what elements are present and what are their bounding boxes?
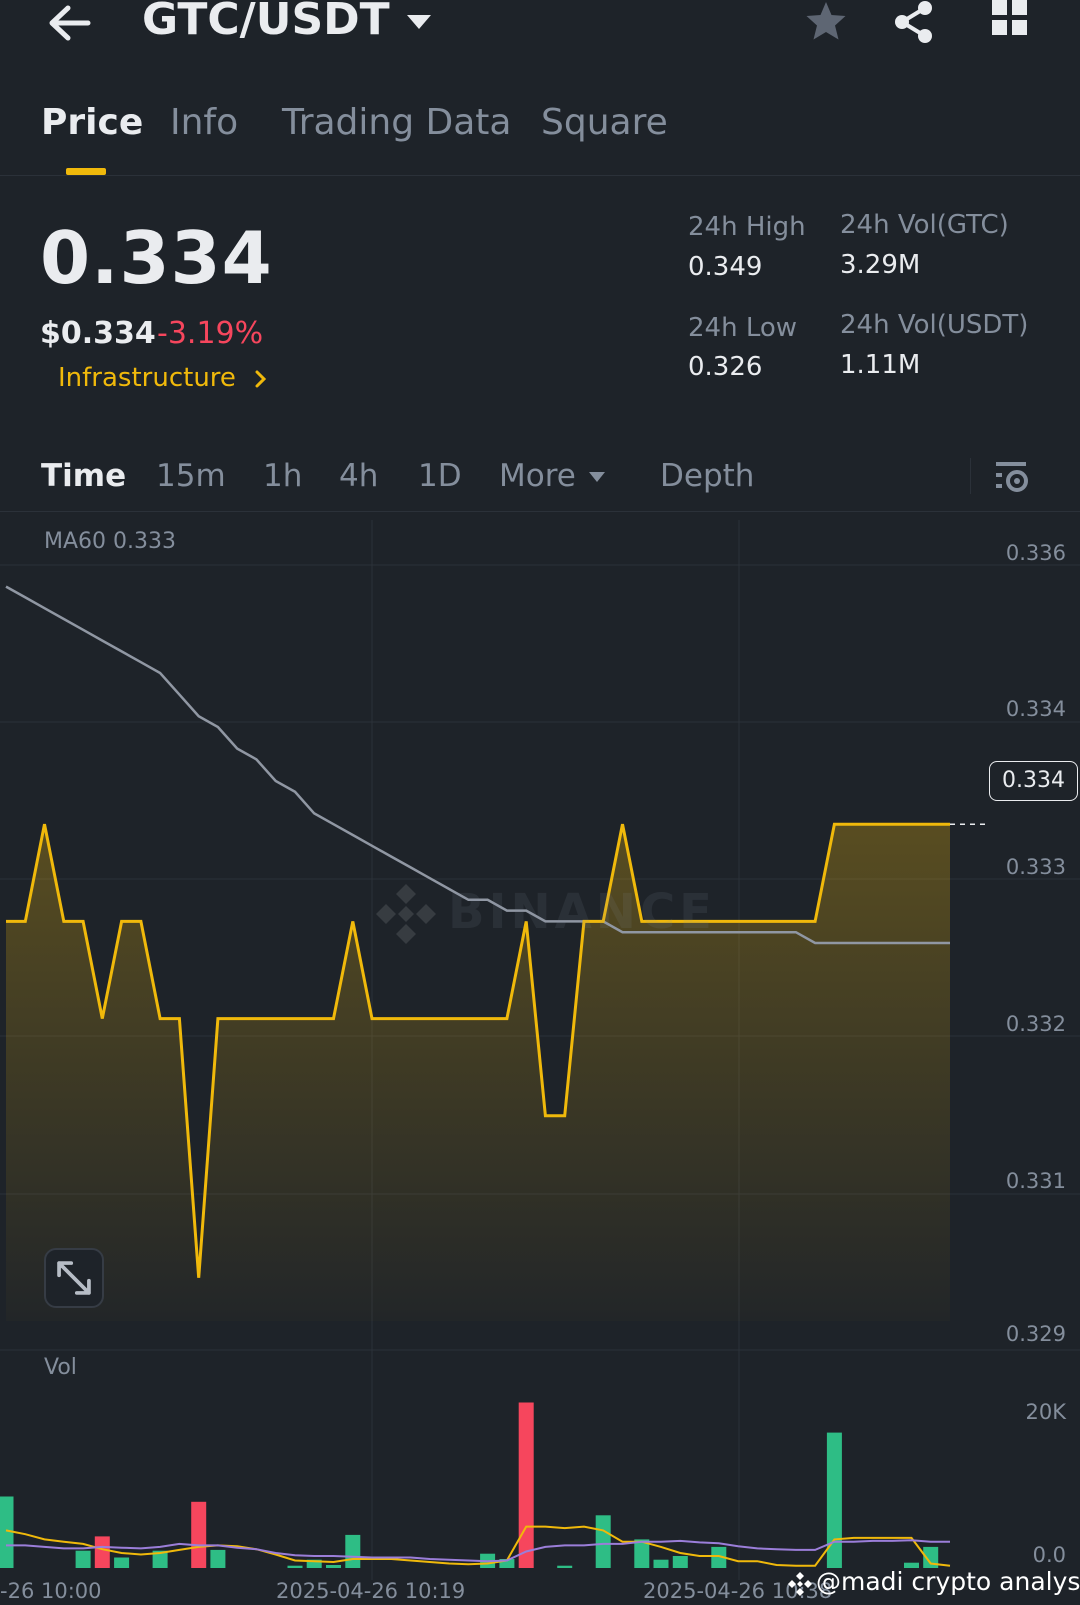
y-tick-label: 0.336	[1005, 541, 1066, 565]
interval-1h[interactable]: 1h	[263, 458, 303, 494]
tab-info[interactable]: Info	[170, 102, 239, 143]
volume-bar	[672, 1556, 688, 1568]
category-link[interactable]: Infrastructure	[58, 363, 236, 393]
volume-bar	[634, 1539, 650, 1568]
volume-bar	[191, 1501, 207, 1568]
high-label: 24h High	[688, 212, 806, 242]
vol-quote-value: 1.11M	[840, 350, 921, 380]
volume-bar	[923, 1546, 939, 1568]
star-icon[interactable]	[804, 0, 848, 44]
chevron-down-icon[interactable]	[406, 14, 432, 30]
interval-15m[interactable]: 15m	[156, 458, 226, 494]
binance-watermark: BINANCE	[448, 884, 716, 940]
vol-y-tick-label: 0.0	[1032, 1543, 1066, 1567]
y-tick-label: 0.334	[1005, 697, 1066, 721]
volume-bar	[75, 1550, 91, 1568]
more-dropdown-icon[interactable]	[588, 471, 606, 483]
volume-ma-line	[5, 1525, 951, 1567]
ma60-line	[5, 585, 950, 945]
section-tabs: Price Info Trading Data Square	[0, 92, 1080, 176]
volume-bar	[826, 1432, 842, 1568]
ma-label: MA60 0.333	[44, 529, 176, 554]
usd-price: $0.334	[40, 316, 156, 351]
vol-base-value: 3.29M	[840, 250, 921, 280]
tab-price[interactable]: Price	[41, 102, 144, 143]
price-line	[6, 822, 950, 1278]
interval-1d[interactable]: 1D	[418, 458, 462, 494]
interval-time[interactable]: Time	[41, 458, 127, 494]
volume-bar	[210, 1549, 226, 1568]
top-bar: GTC/USDT	[0, 0, 1080, 50]
low-label: 24h Low	[688, 313, 798, 343]
volume-bar	[306, 1559, 322, 1568]
tab-trading-data[interactable]: Trading Data	[282, 102, 512, 143]
volume-bar	[345, 1534, 361, 1568]
chart-settings-icon[interactable]	[994, 458, 1032, 496]
price-area-fill	[6, 824, 950, 1321]
volume-ma-line	[6, 1539, 950, 1563]
back-arrow-icon[interactable]	[44, 0, 96, 46]
chevron-right-icon[interactable]	[254, 369, 268, 389]
volume-bar	[326, 1565, 341, 1568]
volume-bar	[114, 1557, 130, 1568]
share-icon[interactable]	[892, 0, 936, 44]
vol-quote-label: 24h Vol(USDT)	[840, 310, 1029, 340]
x-tick-label: 2025-04-26 10:19	[276, 1579, 466, 1603]
volume-bar	[0, 1496, 14, 1568]
volume-bar	[904, 1562, 919, 1568]
author-credit: @madi crypto analyst	[816, 1567, 1080, 1596]
price-change-percent: -3.19%	[157, 316, 264, 351]
volume-bar	[499, 1559, 515, 1568]
binance-logo-icon	[788, 1572, 812, 1596]
high-value: 0.349	[688, 252, 763, 282]
vol-base-label: 24h Vol(GTC)	[840, 210, 1009, 240]
vol-label: Vol	[44, 1355, 77, 1380]
y-tick-label: 0.333	[1005, 855, 1066, 879]
low-value: 0.326	[688, 352, 763, 382]
x-tick-label: -26 10:00	[0, 1579, 102, 1603]
grid-icon[interactable]	[990, 0, 1030, 40]
current-price-tag: 0.334	[989, 761, 1078, 801]
price-chart[interactable]	[0, 512, 1080, 1605]
chart-lines	[5, 585, 989, 1321]
volume-bars	[0, 1402, 951, 1568]
volume-bar	[518, 1402, 534, 1568]
tab-square[interactable]: Square	[541, 102, 668, 143]
last-price: 0.334	[40, 216, 273, 300]
volume-bar	[557, 1565, 573, 1568]
divider	[970, 458, 971, 494]
volume-bar	[595, 1515, 611, 1568]
expand-icon[interactable]	[44, 1248, 104, 1308]
volume-bar	[94, 1536, 110, 1568]
pair-title[interactable]: GTC/USDT	[142, 0, 390, 45]
y-tick-label: 0.331	[1005, 1169, 1066, 1193]
binance-watermark-logo	[376, 884, 436, 944]
volume-bar	[152, 1550, 168, 1568]
vol-y-tick-label: 20K	[1025, 1400, 1067, 1424]
volume-bar	[711, 1546, 727, 1568]
volume-bar	[653, 1559, 669, 1568]
interval-bar: Time 15m 1h 4h 1D More Depth	[0, 440, 1080, 512]
y-tick-label: 0.329	[1005, 1322, 1066, 1346]
interval-more[interactable]: More	[499, 458, 576, 494]
volume-bar	[287, 1565, 303, 1568]
interval-4h[interactable]: 4h	[339, 458, 379, 494]
active-tab-indicator	[66, 168, 106, 175]
y-tick-label: 0.332	[1005, 1012, 1066, 1036]
interval-depth[interactable]: Depth	[660, 458, 755, 494]
